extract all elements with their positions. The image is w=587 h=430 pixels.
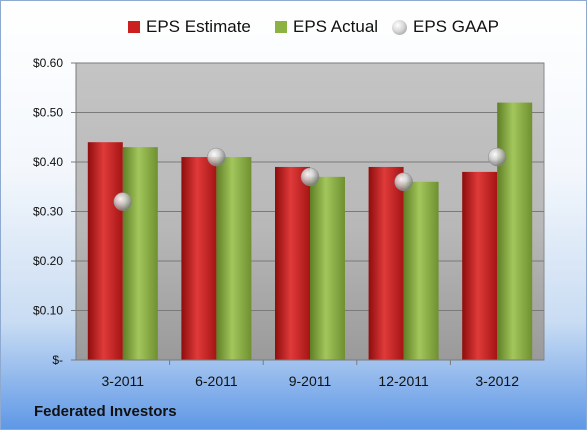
y-tick-label: $-	[52, 353, 63, 367]
legend-item-eps-estimate: EPS Estimate	[128, 17, 251, 37]
marker-eps-gaap	[300, 167, 320, 187]
legend-label-eps-estimate: EPS Estimate	[146, 17, 251, 36]
marker-eps-gaap	[207, 147, 226, 167]
x-tick-label: 3-2011	[102, 373, 145, 389]
axes: $0.60 $0.50 $0.40 $0.30 $0.20 $0.10 $- 3-2011 6-…	[33, 56, 544, 389]
bar-eps-actual	[122, 147, 158, 360]
marker-eps-gaap	[394, 172, 413, 192]
legend-swatch-eps-actual	[275, 21, 287, 33]
bar-eps-actual	[403, 181, 439, 360]
x-tick-label: 9-2011	[289, 373, 332, 389]
bar-eps-actual	[216, 157, 252, 360]
gaap-markers	[113, 147, 507, 211]
legend-marker-eps-gaap	[392, 19, 407, 35]
company-name: Federated Investors	[34, 403, 177, 420]
legend-swatch-eps-estimate	[128, 21, 140, 33]
x-tick-label: 12-2011	[378, 373, 429, 389]
bar-eps-estimate	[368, 166, 404, 360]
marker-eps-gaap	[113, 192, 133, 211]
y-tick-label: $0.40	[33, 155, 63, 169]
legend: EPS Estimate EPS Actual EPS GAAP	[1, 17, 586, 41]
y-tick-label: $0.10	[33, 304, 63, 318]
y-tick-label: $0.60	[33, 56, 63, 70]
bar-eps-estimate	[462, 171, 498, 360]
legend-item-eps-actual: EPS Actual	[275, 17, 378, 37]
marker-eps-gaap	[487, 147, 507, 167]
y-tick-label: $0.20	[33, 254, 63, 268]
y-tick-label: $0.30	[33, 205, 63, 219]
bars	[87, 102, 533, 360]
bar-eps-actual	[497, 102, 533, 360]
bar-eps-estimate	[87, 142, 123, 360]
y-tick-label: $0.50	[33, 106, 63, 120]
x-tick-label: 6-2011	[195, 373, 238, 389]
bar-eps-estimate	[275, 166, 310, 360]
bar-eps-actual	[310, 176, 345, 360]
bar-eps-estimate	[181, 157, 217, 360]
legend-label-eps-gaap: EPS GAAP	[413, 17, 499, 36]
legend-item-eps-gaap: EPS GAAP	[392, 17, 499, 37]
x-tick-label: 3-2012	[475, 373, 519, 389]
legend-label-eps-actual: EPS Actual	[293, 17, 379, 36]
